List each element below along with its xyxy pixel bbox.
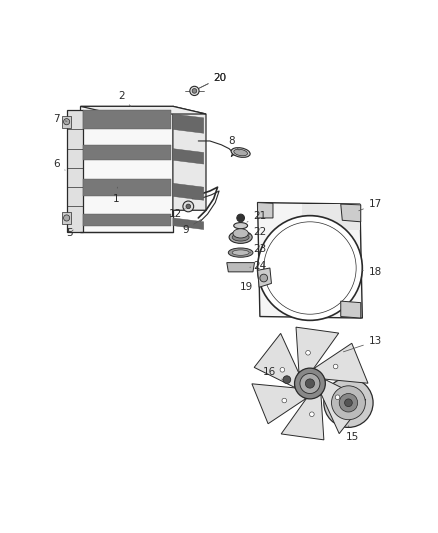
Circle shape [345, 399, 352, 407]
Polygon shape [254, 333, 299, 387]
Text: 19: 19 [240, 280, 259, 292]
Text: 5: 5 [67, 228, 73, 238]
Polygon shape [281, 395, 324, 440]
Ellipse shape [232, 250, 249, 255]
Circle shape [258, 216, 362, 320]
Circle shape [237, 214, 244, 222]
Text: 24: 24 [250, 261, 266, 271]
Circle shape [64, 215, 70, 221]
Ellipse shape [234, 149, 247, 156]
Polygon shape [252, 384, 306, 424]
Polygon shape [81, 106, 206, 114]
Circle shape [332, 386, 365, 419]
Circle shape [305, 379, 314, 388]
Ellipse shape [234, 223, 247, 229]
Text: 22: 22 [248, 227, 266, 237]
Circle shape [64, 119, 70, 125]
Polygon shape [258, 203, 362, 318]
Polygon shape [173, 114, 204, 133]
Text: 15: 15 [346, 426, 359, 442]
Ellipse shape [228, 248, 253, 257]
Polygon shape [62, 116, 71, 128]
Ellipse shape [233, 229, 248, 238]
Circle shape [339, 393, 358, 412]
Polygon shape [83, 110, 171, 130]
Polygon shape [302, 204, 360, 230]
Text: 12: 12 [169, 209, 185, 219]
Circle shape [333, 364, 338, 369]
Circle shape [283, 376, 291, 384]
Circle shape [306, 351, 311, 355]
Polygon shape [62, 212, 71, 224]
Text: 7: 7 [53, 115, 67, 124]
Polygon shape [341, 204, 361, 222]
Text: 20: 20 [199, 73, 227, 88]
Polygon shape [83, 180, 171, 196]
Polygon shape [83, 214, 171, 225]
Polygon shape [296, 327, 339, 372]
Text: 13: 13 [343, 336, 382, 352]
Circle shape [324, 378, 373, 427]
Text: 20: 20 [199, 73, 226, 88]
Polygon shape [81, 106, 173, 232]
Circle shape [300, 374, 320, 393]
Circle shape [260, 274, 268, 282]
Text: 8: 8 [228, 136, 239, 150]
Ellipse shape [232, 233, 249, 241]
Polygon shape [83, 145, 171, 160]
Circle shape [310, 412, 314, 417]
Circle shape [282, 398, 286, 403]
Polygon shape [227, 263, 254, 272]
Ellipse shape [231, 148, 250, 157]
Polygon shape [258, 268, 272, 287]
Text: 1: 1 [113, 187, 119, 204]
Circle shape [280, 367, 285, 372]
Circle shape [294, 368, 325, 399]
Text: 23: 23 [250, 244, 266, 254]
Text: 17: 17 [359, 199, 382, 211]
Polygon shape [258, 203, 273, 218]
Circle shape [186, 204, 191, 209]
Text: 6: 6 [53, 159, 65, 170]
Polygon shape [314, 343, 368, 383]
Text: 16: 16 [263, 367, 283, 380]
Circle shape [335, 395, 340, 400]
Ellipse shape [229, 231, 252, 244]
Text: 9: 9 [182, 220, 201, 235]
Polygon shape [341, 301, 361, 318]
Circle shape [183, 201, 194, 212]
Polygon shape [173, 183, 204, 200]
Text: 18: 18 [362, 267, 382, 277]
Polygon shape [173, 218, 204, 230]
Polygon shape [321, 379, 366, 434]
Circle shape [190, 86, 199, 95]
Circle shape [192, 88, 197, 93]
Text: 2: 2 [118, 91, 131, 107]
Polygon shape [173, 106, 206, 210]
Text: 21: 21 [247, 211, 266, 222]
Polygon shape [67, 110, 83, 232]
Polygon shape [173, 149, 204, 164]
